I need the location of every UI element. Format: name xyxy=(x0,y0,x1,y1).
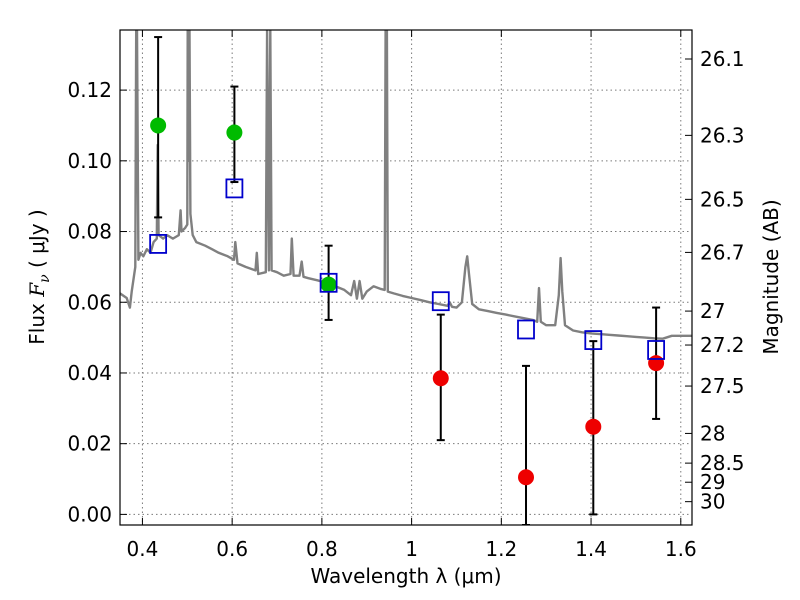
right-tick-label: 27.5 xyxy=(700,374,745,398)
x-tick-label: 0.6 xyxy=(216,537,248,561)
x-tick-label: 1.6 xyxy=(665,537,697,561)
y-tick-label: 0.10 xyxy=(67,149,112,173)
right-tick-label: 28 xyxy=(700,421,725,445)
model-square-marker xyxy=(647,340,666,360)
detection-point xyxy=(320,276,337,293)
y-tick-label: 0.08 xyxy=(67,220,112,244)
nondetection-point xyxy=(585,418,602,435)
y-axis-title-left: Flux Fν ( μJy ) xyxy=(25,209,53,344)
model-square-marker xyxy=(149,234,168,254)
model-square-marker xyxy=(431,291,450,312)
y-axis-title-right: Magnitude (AB) xyxy=(759,199,783,354)
y-tick-label: 0.04 xyxy=(67,361,112,385)
x-axis-title: Wavelength λ (μm) xyxy=(310,564,501,588)
right-tick-label: 27.2 xyxy=(700,333,745,357)
model-square-marker xyxy=(584,330,603,350)
nondetection-point xyxy=(648,355,665,372)
right-tick-label: 26.3 xyxy=(700,123,745,147)
x-axis: 0.4 0.6 0.8 1 1.2 1.4 1.6 xyxy=(127,30,697,561)
detection-point xyxy=(226,124,243,141)
right-tick-label: 26.1 xyxy=(700,47,745,71)
right-tick-label: 26.7 xyxy=(700,240,745,264)
x-tick-label: 0.8 xyxy=(306,537,338,561)
right-tick-label: 29 xyxy=(700,470,725,494)
y-tick-label: 0.12 xyxy=(67,78,112,102)
plot-frame xyxy=(119,29,693,526)
y-tick-label: 0.02 xyxy=(67,432,112,456)
detection-point xyxy=(150,117,167,134)
model-square-marker xyxy=(319,272,338,293)
y-tick-label: 0.00 xyxy=(67,502,112,526)
x-tick-label: 1.4 xyxy=(575,537,607,561)
nondetection-point xyxy=(432,370,449,387)
spectrum-line xyxy=(120,30,692,340)
x-tick-label: 1.2 xyxy=(485,537,517,561)
model-square-marker xyxy=(225,178,244,199)
nondetection-point xyxy=(518,469,535,486)
markers xyxy=(149,117,666,486)
grid-lines xyxy=(120,30,692,525)
right-tick-label: 27 xyxy=(700,299,725,323)
x-tick-label: 0.4 xyxy=(127,537,159,561)
spectrum-layer xyxy=(120,30,692,340)
y-axis-left: 0.00 0.02 0.04 0.06 0.08 0.10 0.12 xyxy=(67,78,127,526)
model-square-marker xyxy=(517,319,535,340)
right-tick-label: 30 xyxy=(700,490,725,514)
x-tick-label: 1 xyxy=(405,537,418,561)
right-tick-label: 28.5 xyxy=(700,451,745,475)
right-tick-label: 26.5 xyxy=(700,187,745,211)
plot-background xyxy=(120,30,692,525)
y-tick-label: 0.06 xyxy=(67,290,112,314)
